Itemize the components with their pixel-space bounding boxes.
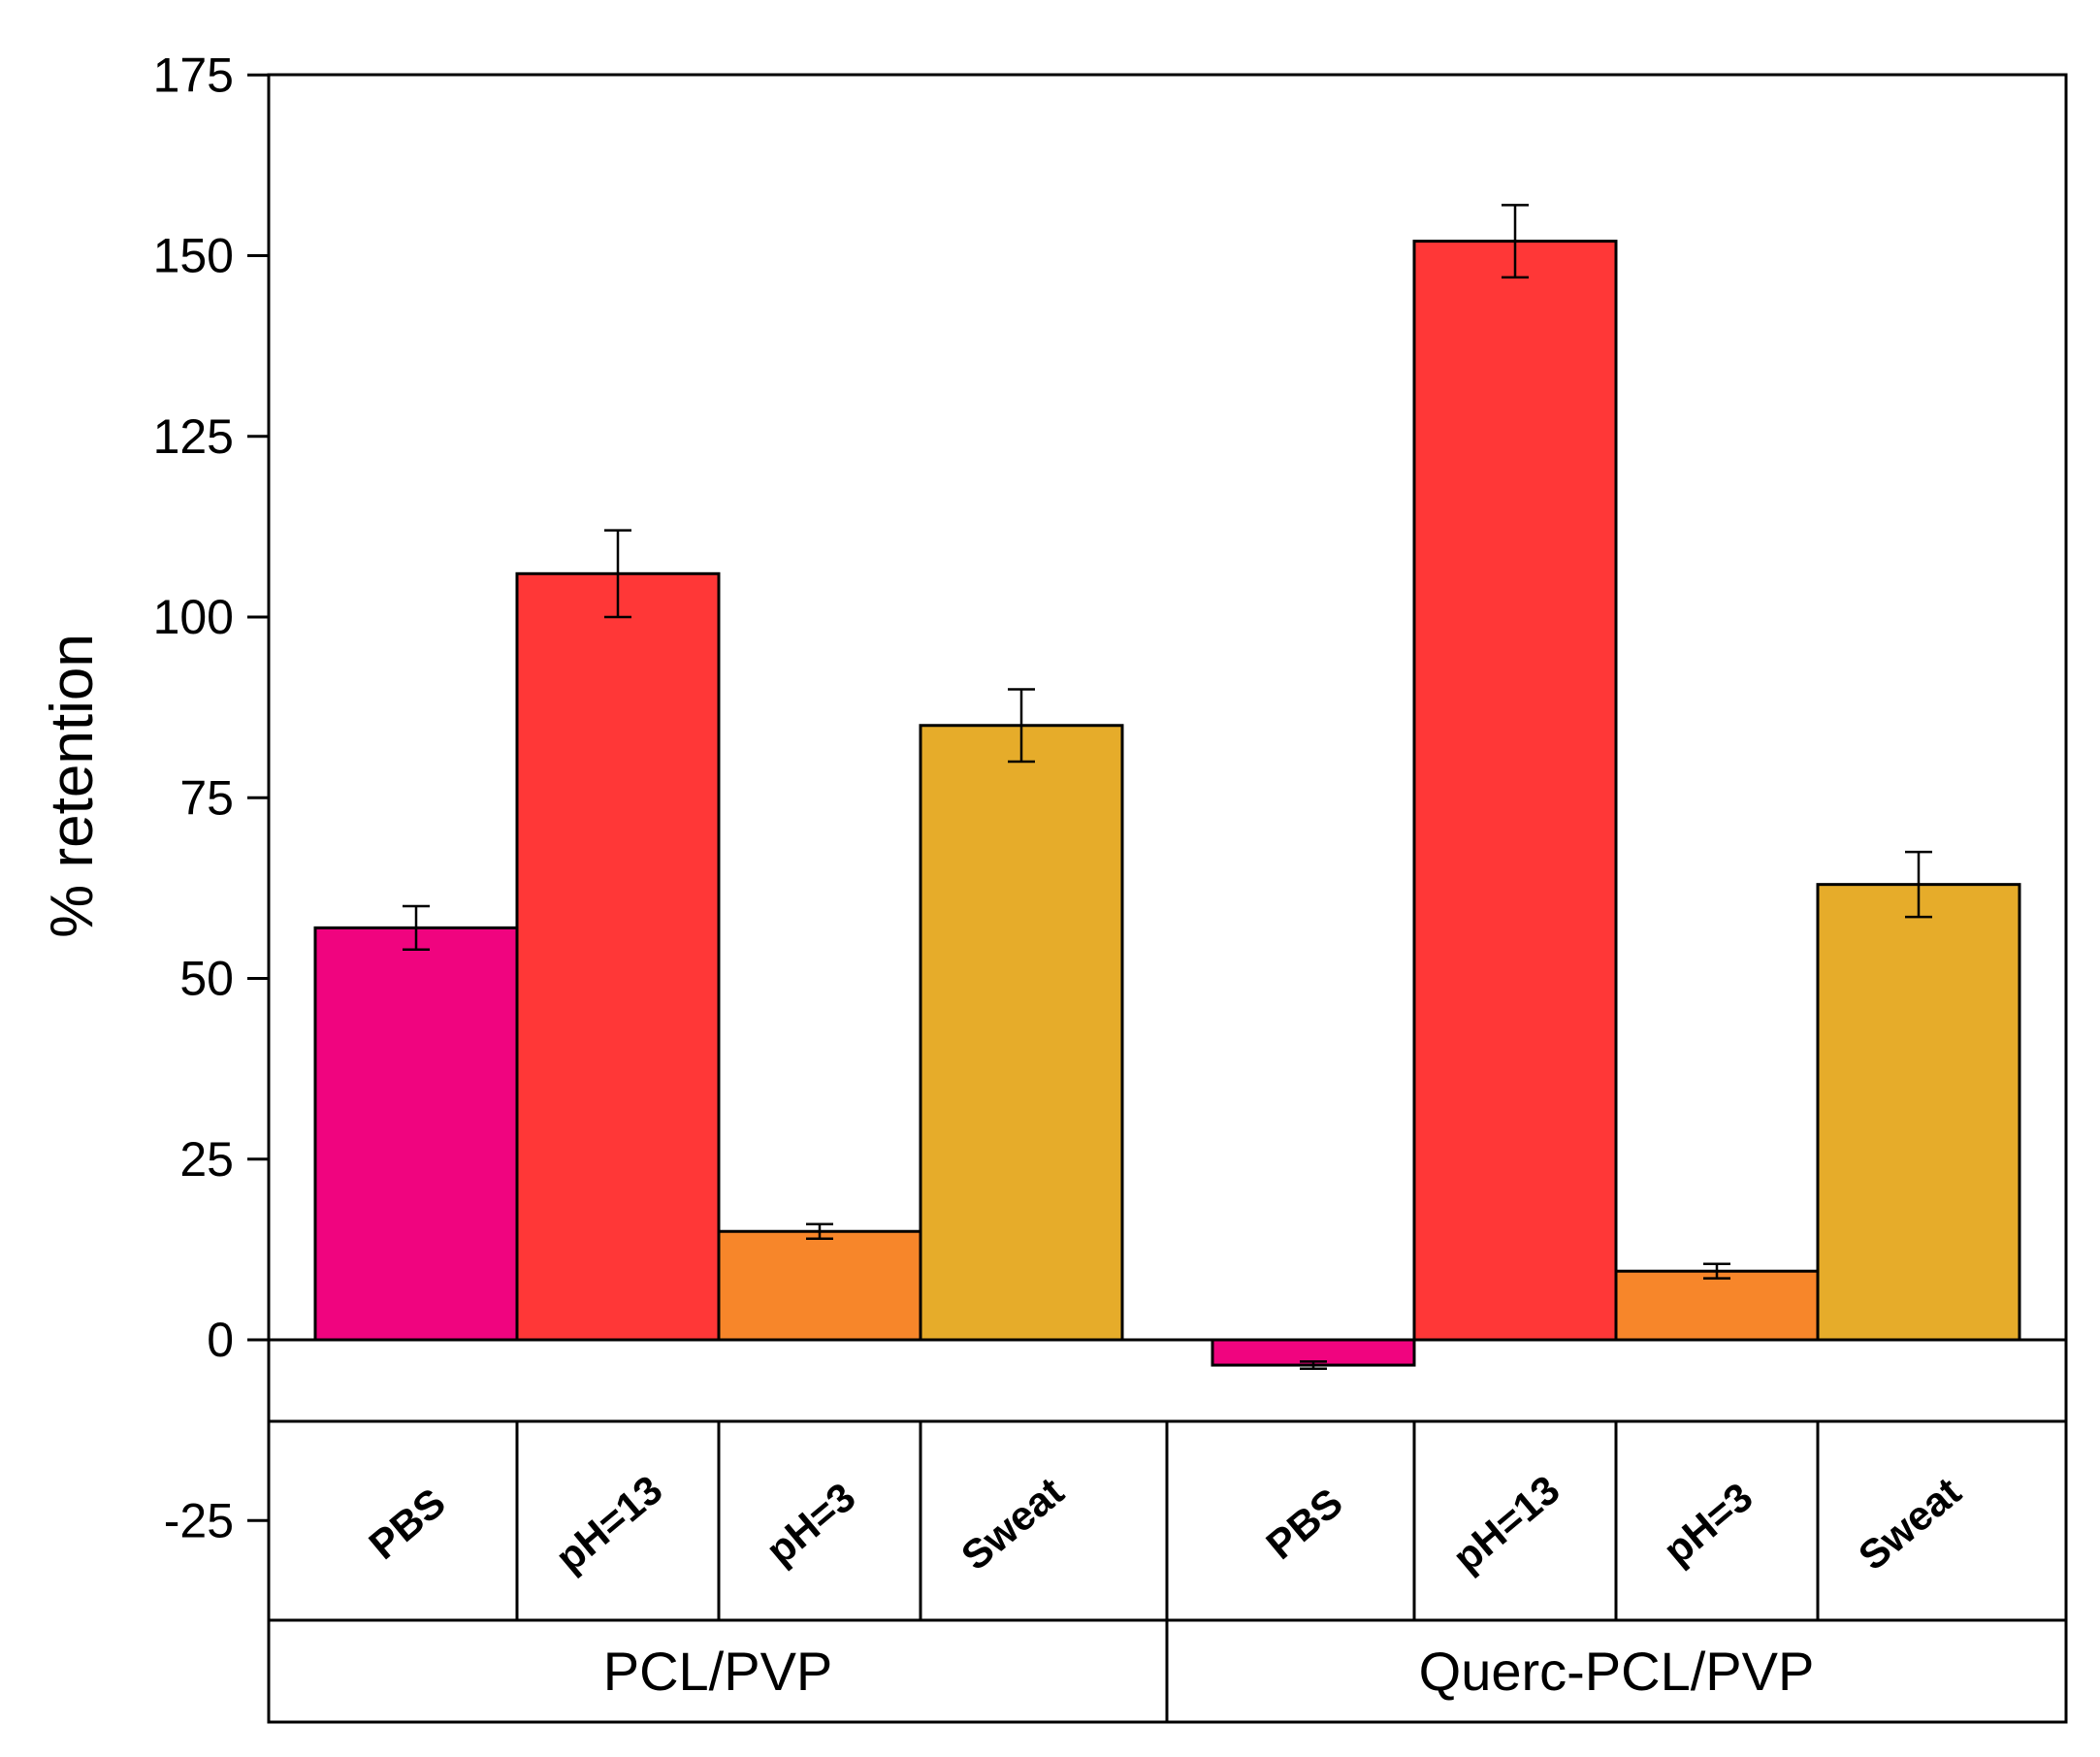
- category-label: pH=13: [547, 1466, 671, 1580]
- y-tick-label: 50: [179, 952, 234, 1006]
- bar: [717, 1229, 922, 1342]
- y-tick-label: 125: [153, 409, 234, 464]
- category-label: pH=13: [1444, 1466, 1568, 1580]
- y-tick-label: 150: [153, 229, 234, 283]
- category-label: pH=3: [758, 1474, 864, 1574]
- category-label: pH=3: [1655, 1474, 1761, 1574]
- y-tick-label: 0: [207, 1313, 234, 1367]
- group-label: PCL/PVP: [603, 1641, 833, 1702]
- category-label: PBS: [360, 1480, 453, 1569]
- bar: [313, 926, 519, 1342]
- category-label: Sweat: [953, 1468, 1072, 1578]
- category-label: PBS: [1257, 1480, 1350, 1569]
- bar: [1412, 240, 1618, 1342]
- y-tick-label: 75: [179, 770, 234, 825]
- y-tick-label: -25: [164, 1493, 234, 1547]
- error-bars-layer: [403, 204, 1932, 1371]
- category-label: Sweat: [1850, 1468, 1969, 1578]
- y-axis-label: % retention: [39, 634, 106, 938]
- group-label: Querc-PCL/PVP: [1419, 1641, 1815, 1702]
- category-table: PBS pH=13 pH=3 Sweat PBS pH=13 pH=3 Sweat PCL/PV…: [269, 1419, 2066, 1722]
- bars-layer: [313, 240, 2021, 1367]
- y-tick-label: 175: [153, 48, 234, 102]
- bar: [1816, 883, 2021, 1342]
- y-tick-label: 100: [153, 590, 234, 644]
- bar: [1614, 1269, 1820, 1342]
- bar: [919, 724, 1124, 1342]
- bar: [515, 571, 721, 1342]
- y-tick-label: 25: [179, 1132, 234, 1187]
